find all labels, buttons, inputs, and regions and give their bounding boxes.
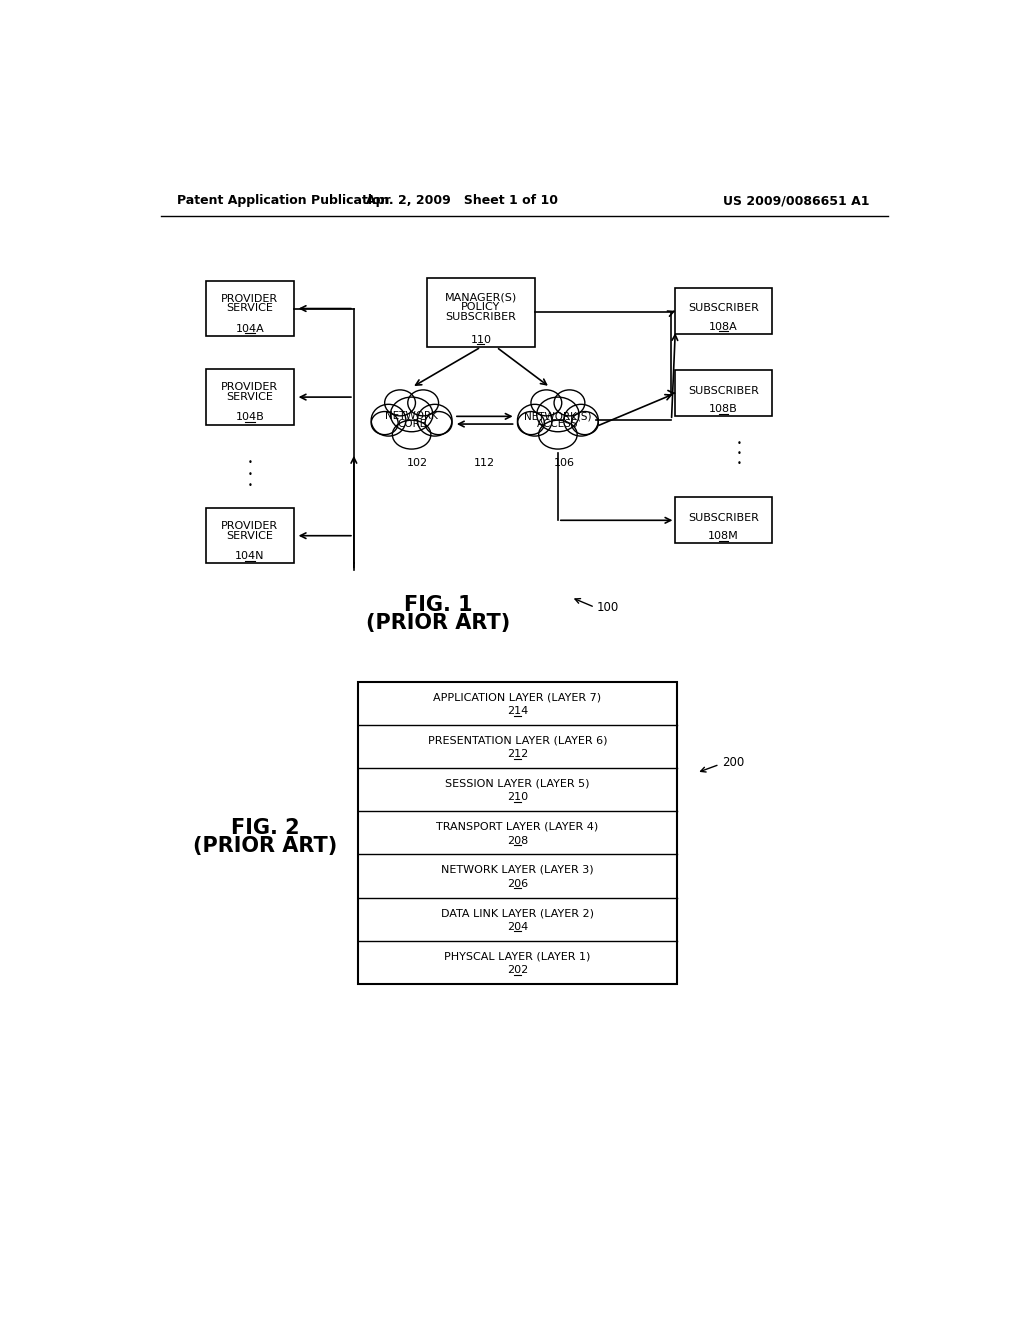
Text: CORE: CORE: [397, 420, 426, 429]
Text: 100: 100: [596, 601, 618, 614]
Text: PHYSCAL LAYER (LAYER 1): PHYSCAL LAYER (LAYER 1): [444, 952, 591, 961]
Ellipse shape: [517, 412, 545, 434]
Text: SUBSCRIBER: SUBSCRIBER: [688, 385, 759, 396]
Text: FIG. 1: FIG. 1: [404, 595, 473, 615]
Text: DATA LINK LAYER (LAYER 2): DATA LINK LAYER (LAYER 2): [441, 908, 594, 917]
Ellipse shape: [371, 404, 406, 436]
Ellipse shape: [371, 412, 398, 434]
Ellipse shape: [425, 412, 452, 434]
Text: SESSION LAYER (LAYER 5): SESSION LAYER (LAYER 5): [445, 779, 590, 788]
Bar: [676, 498, 772, 544]
Text: 202: 202: [507, 965, 528, 975]
Text: •: •: [736, 438, 741, 447]
Text: FIG. 2: FIG. 2: [231, 818, 300, 838]
Bar: [206, 370, 294, 425]
Text: •: •: [248, 482, 252, 490]
Ellipse shape: [385, 389, 416, 416]
Text: US 2009/0086651 A1: US 2009/0086651 A1: [723, 194, 869, 207]
Text: 106: 106: [554, 458, 574, 467]
Text: PROVIDER: PROVIDER: [221, 383, 279, 392]
Bar: [206, 281, 294, 337]
Text: 102: 102: [408, 458, 428, 467]
Ellipse shape: [418, 404, 452, 436]
Text: 110: 110: [470, 335, 492, 345]
Text: 214: 214: [507, 706, 528, 717]
Text: 112: 112: [474, 458, 496, 467]
Ellipse shape: [392, 420, 431, 449]
Text: 212: 212: [507, 750, 528, 759]
Text: 104N: 104N: [236, 550, 264, 561]
Bar: [357, 682, 677, 983]
Text: 104B: 104B: [236, 412, 264, 422]
Ellipse shape: [539, 420, 578, 449]
Ellipse shape: [571, 412, 598, 434]
Text: SUBSCRIBER: SUBSCRIBER: [688, 304, 759, 313]
Text: SUBSCRIBER: SUBSCRIBER: [445, 312, 516, 322]
Text: PROVIDER: PROVIDER: [221, 521, 279, 531]
Ellipse shape: [537, 397, 580, 432]
Text: 104A: 104A: [236, 323, 264, 334]
Ellipse shape: [517, 404, 552, 436]
Text: TRANSPORT LAYER (LAYER 4): TRANSPORT LAYER (LAYER 4): [436, 822, 599, 832]
Text: SERVICE: SERVICE: [226, 531, 273, 541]
Text: POLICY: POLICY: [461, 302, 501, 313]
Text: 206: 206: [507, 879, 528, 888]
Text: SUBSCRIBER: SUBSCRIBER: [688, 513, 759, 523]
Text: 108B: 108B: [709, 404, 738, 414]
Text: NETWORK(S): NETWORK(S): [524, 411, 592, 421]
Text: SERVICE: SERVICE: [226, 304, 273, 313]
Text: APPLICATION LAYER (LAYER 7): APPLICATION LAYER (LAYER 7): [433, 693, 601, 702]
Text: PRESENTATION LAYER (LAYER 6): PRESENTATION LAYER (LAYER 6): [428, 735, 607, 746]
Bar: [427, 277, 535, 347]
Text: (PRIOR ART): (PRIOR ART): [367, 612, 511, 632]
Text: 108M: 108M: [708, 531, 739, 541]
Text: SERVICE: SERVICE: [226, 392, 273, 403]
Ellipse shape: [390, 397, 433, 432]
Text: Apr. 2, 2009   Sheet 1 of 10: Apr. 2, 2009 Sheet 1 of 10: [366, 194, 558, 207]
Text: •: •: [248, 458, 252, 467]
Ellipse shape: [563, 404, 598, 436]
Text: (PRIOR ART): (PRIOR ART): [194, 836, 338, 855]
Text: 204: 204: [507, 921, 528, 932]
Text: •: •: [736, 459, 741, 467]
Text: NETWORK: NETWORK: [385, 411, 438, 421]
Text: ACCESS: ACCESS: [538, 420, 579, 429]
Text: 210: 210: [507, 792, 528, 803]
Ellipse shape: [531, 389, 562, 416]
Text: PROVIDER: PROVIDER: [221, 294, 279, 304]
Text: Patent Application Publication: Patent Application Publication: [177, 194, 389, 207]
Ellipse shape: [408, 389, 438, 416]
Text: 108A: 108A: [709, 322, 738, 331]
Text: 200: 200: [722, 756, 744, 770]
Text: 208: 208: [507, 836, 528, 846]
Bar: [206, 508, 294, 564]
Bar: [676, 370, 772, 416]
Text: •: •: [736, 449, 741, 458]
Text: NETWORK LAYER (LAYER 3): NETWORK LAYER (LAYER 3): [441, 865, 594, 875]
Text: MANAGER(S): MANAGER(S): [444, 293, 517, 302]
Ellipse shape: [554, 389, 585, 416]
Bar: [676, 288, 772, 334]
Text: •: •: [248, 470, 252, 479]
